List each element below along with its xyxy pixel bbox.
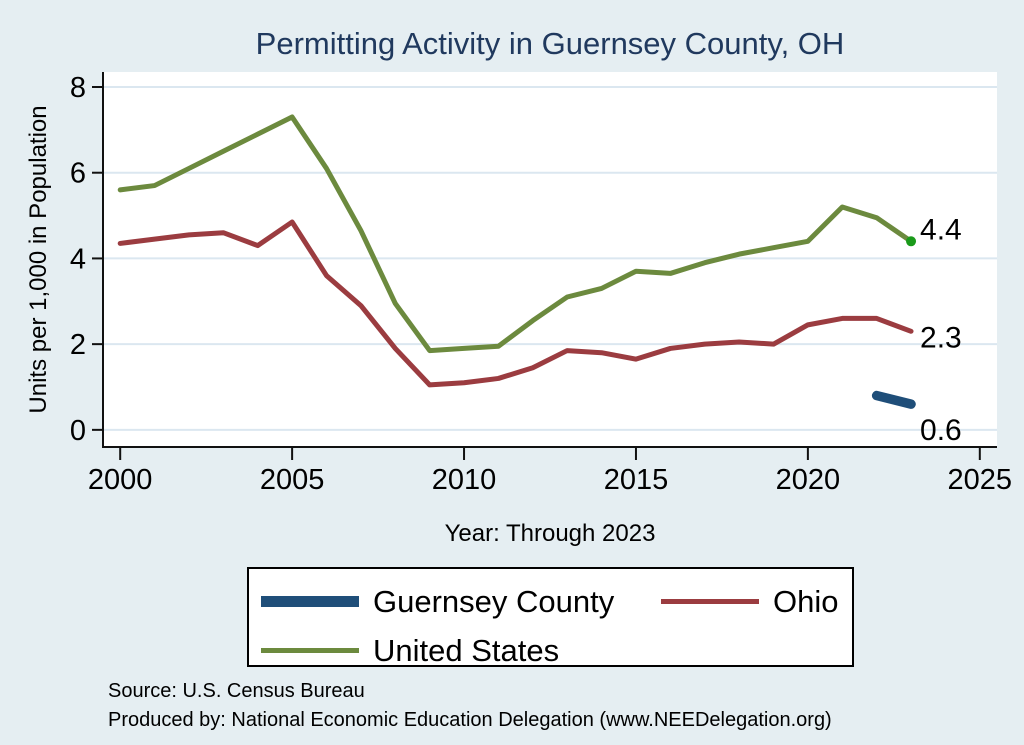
legend-swatch-united-states [261, 648, 359, 653]
x-axis-title: Year: Through 2023 [445, 520, 656, 547]
legend-swatch-ohio [661, 599, 759, 604]
series-line-2 [117, 114, 914, 354]
x-tick-label: 2010 [432, 464, 497, 496]
produced-by-line: Produced by: National Economic Education… [108, 709, 832, 731]
series-line-1 [117, 219, 914, 388]
y-tick-label: 4 [70, 243, 86, 275]
legend-label-united-states: United States [373, 633, 560, 668]
plot-area [103, 72, 997, 447]
x-tick-label: 2005 [260, 464, 325, 496]
chart-title: Permitting Activity in Guernsey County, … [255, 26, 845, 61]
footer: Source: U.S. Census Bureau Produced by: … [108, 677, 832, 735]
x-tick-label: 2015 [604, 464, 669, 496]
x-tick-label: 2025 [948, 464, 1013, 496]
series-line-0 [871, 390, 916, 409]
y-tick-label: 0 [70, 415, 86, 447]
x-tick-label: 2000 [88, 464, 153, 496]
legend: Guernsey County Ohio United States [247, 567, 854, 668]
end-marker [906, 236, 917, 247]
source-line: Source: U.S. Census Bureau [108, 680, 365, 702]
x-tick-label: 2020 [776, 464, 841, 496]
legend-label-ohio: Ohio [773, 584, 839, 619]
end-value-label: 0.6 [920, 414, 962, 447]
legend-swatch-guernsey-county [261, 596, 359, 607]
end-value-label: 4.4 [920, 213, 962, 246]
y-tick-label: 6 [70, 158, 86, 190]
legend-label-guernsey-county: Guernsey County [373, 584, 615, 619]
y-tick-label: 8 [70, 72, 86, 104]
end-value-label: 2.3 [920, 321, 962, 354]
chart-svg: 0 2 4 6 8 2000 2005 2010 2015 2020 2025 Units per 1… [25, 72, 1013, 547]
y-axis-title: Units per 1,000 in Population [25, 105, 52, 413]
y-tick-label: 2 [70, 329, 86, 361]
